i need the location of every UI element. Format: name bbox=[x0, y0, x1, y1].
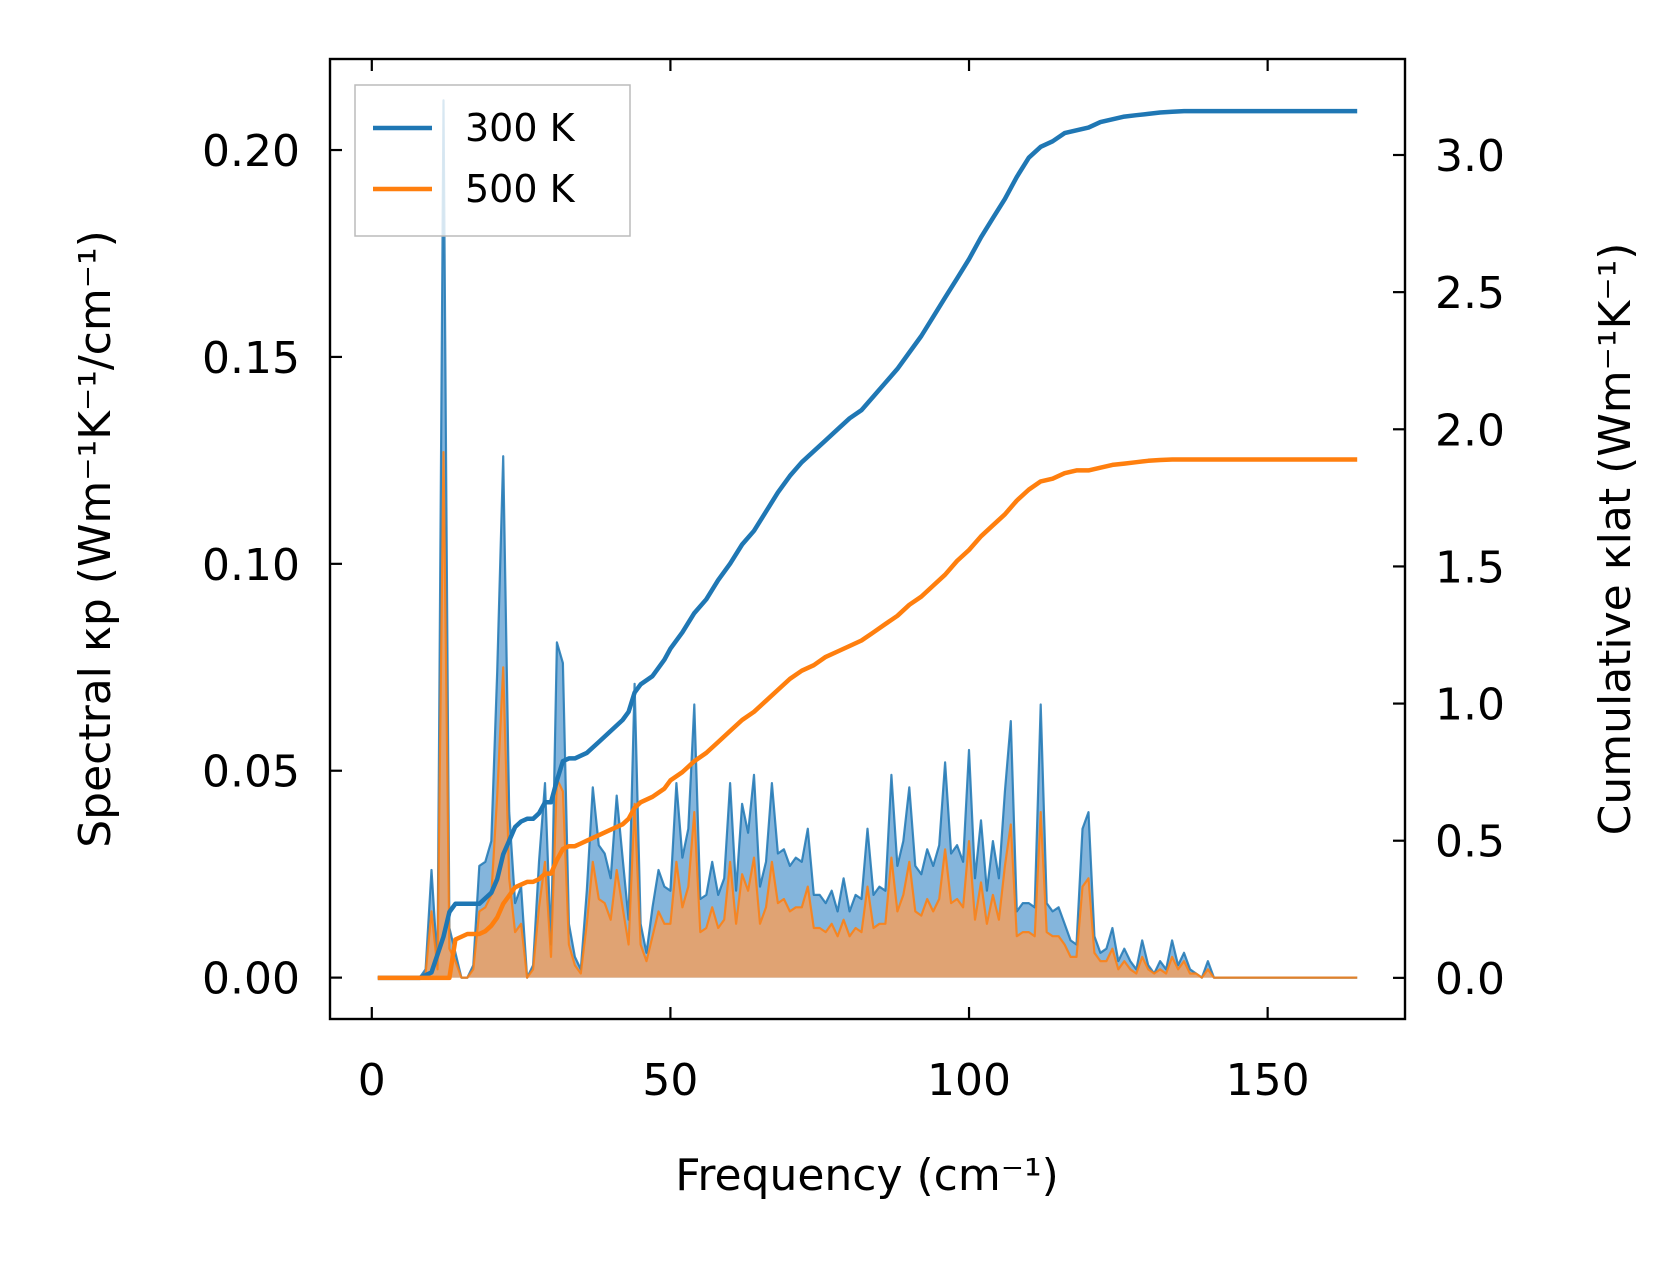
y-axis-right-title: Cumulative κlat (Wm⁻¹K⁻¹) bbox=[1590, 243, 1641, 836]
plot-area bbox=[377, 99, 1358, 981]
y-right-tick-label: 2.0 bbox=[1435, 405, 1505, 456]
y-axis-left-title: Spectral κp (Wm⁻¹K⁻¹/cm⁻¹) bbox=[70, 230, 121, 848]
legend-label-300k: 300 K bbox=[465, 106, 576, 150]
y-right-tick-label: 3.0 bbox=[1435, 131, 1505, 182]
x-axis-title: Frequency (cm⁻¹) bbox=[675, 1150, 1059, 1201]
legend-label-500k: 500 K bbox=[465, 167, 576, 211]
y-left-tick-label: 0.10 bbox=[202, 540, 300, 591]
y-right-tick-label: 1.5 bbox=[1435, 542, 1505, 593]
x-tick-label: 50 bbox=[642, 1055, 698, 1106]
cumulative-line-500k bbox=[377, 457, 1358, 981]
x-tick-label: 100 bbox=[927, 1055, 1011, 1106]
axis-ticks: 0 50 100 150 0.00 0.05 0.10 0.15 0.20 0.0 0.5 1.0 1.… bbox=[202, 59, 1505, 1106]
y-right-tick-label: 1.0 bbox=[1435, 680, 1505, 731]
legend: 300 K 500 K bbox=[354, 84, 631, 237]
spectral-line-300k bbox=[377, 99, 1358, 979]
axes-frame bbox=[328, 57, 1407, 1021]
y-left-tick-label: 0.15 bbox=[202, 333, 300, 384]
y-right-tick-label: 0.5 bbox=[1435, 817, 1505, 868]
x-tick-label: 150 bbox=[1226, 1055, 1310, 1106]
y-left-tick-label: 0.20 bbox=[202, 126, 300, 177]
spectral-line-500k bbox=[377, 451, 1358, 979]
cumulative-line-300k bbox=[377, 108, 1358, 981]
y-left-tick-label: 0.05 bbox=[202, 747, 300, 798]
y-right-tick-label: 2.5 bbox=[1435, 268, 1505, 319]
legend-box bbox=[354, 84, 631, 237]
y-left-tick-label: 0.00 bbox=[202, 954, 300, 1005]
y-right-tick-label: 0.0 bbox=[1435, 954, 1505, 1005]
x-tick-label: 0 bbox=[358, 1055, 386, 1106]
